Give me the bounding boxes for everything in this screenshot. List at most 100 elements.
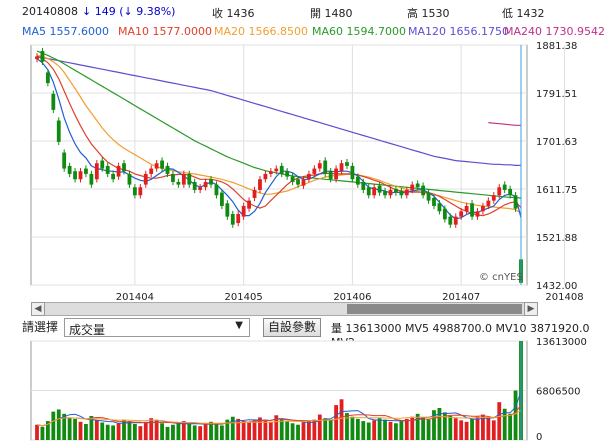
scroll-left-icon[interactable]: ◀ (31, 302, 45, 316)
y-tick-label: 1521.88 (536, 233, 577, 244)
plot-area (30, 44, 528, 286)
date-label: 20140808 (22, 5, 78, 18)
volume-bar (122, 419, 126, 440)
candle-body (241, 205, 246, 217)
candle-body (111, 173, 116, 180)
volume-y-tick-label: 6806500 (536, 387, 581, 398)
high-label: 高 1530 (407, 7, 450, 20)
candle-body (350, 165, 355, 180)
candle-body (127, 173, 132, 185)
candle-body (497, 187, 502, 196)
volume-bar (154, 420, 159, 440)
candle-body (334, 168, 339, 180)
volume-bar (410, 416, 415, 440)
ma120-legend: MA120 1656.1750 (408, 25, 509, 38)
close-label: 收 1436 (212, 7, 255, 20)
candle-body (491, 195, 496, 201)
volume-bar (296, 424, 300, 440)
candle-body (290, 176, 295, 182)
volume-bar (350, 416, 355, 440)
volume-bar (377, 418, 382, 440)
volume-bar (132, 424, 137, 440)
x-tick-label: 201407 (442, 292, 480, 302)
candle-body (198, 187, 203, 190)
candle-body (410, 184, 415, 190)
candle-body (40, 51, 45, 62)
candle-body (296, 179, 300, 185)
candle-body (105, 165, 110, 174)
volume-bar (404, 418, 409, 440)
scroll-thumb[interactable] (347, 304, 522, 314)
candle-body (209, 179, 213, 185)
timeline-scrollbar[interactable]: ◀ ▶ (31, 302, 538, 316)
volume-bar (149, 418, 154, 440)
candle-body (268, 171, 273, 174)
candle-body (486, 200, 491, 206)
candle-body (236, 213, 241, 224)
volume-bar (361, 421, 366, 440)
candle-body (383, 191, 387, 196)
candle-body (355, 176, 360, 185)
volume-bar (209, 421, 213, 440)
candle-body (301, 179, 306, 186)
y-tick-label: 1611.75 (536, 185, 577, 196)
candle-body (317, 163, 322, 169)
volume-y-tick-label: 0 (536, 432, 542, 442)
volume-bar (372, 420, 377, 440)
candle-body (426, 192, 431, 201)
candle-body (502, 184, 507, 190)
volume-bar (252, 420, 257, 440)
candle-body (312, 168, 317, 174)
scroll-right-icon[interactable]: ▶ (524, 302, 538, 316)
volume-bar (426, 419, 431, 440)
candle-body (285, 171, 290, 177)
volume-bar (502, 408, 507, 440)
volume-bar (84, 424, 88, 440)
volume-bar (56, 409, 61, 440)
candle-body (56, 120, 61, 142)
candle-body (192, 181, 197, 190)
candle-body (415, 183, 420, 188)
candle-body (432, 197, 436, 206)
volume-bar (366, 422, 371, 440)
candle-body (149, 168, 154, 174)
volume-bar (497, 402, 502, 440)
candle-body (513, 195, 518, 209)
volume-bar (171, 424, 175, 440)
volume-bar (225, 419, 230, 440)
candle-body (453, 216, 458, 225)
candle-body (328, 171, 333, 180)
ma240-line (488, 122, 521, 126)
volume-bar (230, 416, 235, 440)
volume-bar (453, 418, 458, 440)
volume-bar (415, 413, 420, 440)
candle-body (143, 173, 148, 185)
volume-chart[interactable]: 13613000 6806500 0 (0, 336, 609, 442)
ma60-legend: MA60 1594.7000 (312, 25, 406, 38)
candle-body (73, 171, 77, 180)
candle-body (394, 188, 398, 193)
volume-bar (45, 421, 50, 440)
select-label: 請選擇 (22, 320, 59, 334)
x-tick-label: 201408 (545, 292, 583, 302)
price-chart[interactable]: 1881.38 1791.51 1701.63 1611.75 1521.88 1432.… (0, 40, 609, 302)
candle-body (323, 160, 328, 174)
volume-bar (421, 417, 426, 440)
volume-bar (258, 417, 262, 440)
candle-body (470, 203, 474, 217)
candle-body (366, 187, 371, 196)
candle-body (307, 173, 311, 180)
volume-bar (160, 423, 164, 440)
volume-y-tick-label: 13613000 (536, 337, 587, 348)
candle-body (339, 163, 344, 172)
custom-params-button[interactable]: 自設參數 (263, 318, 321, 337)
volume-bar (312, 419, 317, 440)
volume-bar (323, 418, 328, 440)
candle-body (45, 72, 50, 84)
volume-bar (165, 426, 170, 440)
x-tick-label: 201406 (333, 292, 371, 302)
indicator-select[interactable]: 成交量 ▼ (64, 318, 250, 337)
chevron-down-icon: ▼ (235, 320, 243, 331)
x-tick-label: 201404 (116, 292, 154, 302)
candle-body (203, 181, 208, 188)
